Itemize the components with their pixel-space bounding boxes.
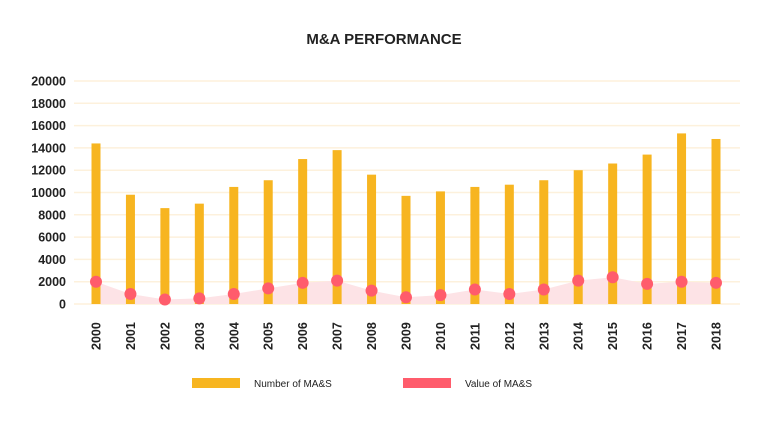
- x-tick-label: 2008: [365, 322, 379, 350]
- x-tick-label: 2018: [710, 322, 724, 350]
- legend-label-number: Number of MA&S: [254, 379, 332, 390]
- x-tick-label: 2015: [606, 322, 620, 350]
- y-tick-label: 20000: [31, 75, 66, 89]
- chart-title: M&A PERFORMANCE: [306, 31, 461, 48]
- y-tick-label: 0: [59, 298, 66, 312]
- x-tick-label: 2001: [124, 322, 138, 350]
- bar-2011: [470, 186, 480, 304]
- x-tick-label: 2004: [227, 322, 241, 350]
- point-2017: [675, 275, 688, 288]
- point-2004: [227, 287, 240, 300]
- point-2006: [296, 276, 309, 289]
- legend: Number of MA&S Value of MA&S: [192, 378, 532, 390]
- x-tick-label: 2012: [503, 322, 517, 350]
- x-tick-label: 2010: [434, 322, 448, 350]
- bar-2015: [608, 163, 618, 304]
- bar-2017: [677, 133, 687, 304]
- x-tick-label: 2009: [400, 322, 414, 350]
- y-tick-label: 14000: [31, 141, 66, 155]
- x-tick-label: 2016: [641, 322, 655, 350]
- bar-2008: [367, 174, 377, 304]
- bar-2002: [160, 208, 170, 304]
- point-2005: [262, 282, 275, 295]
- point-2001: [124, 287, 137, 300]
- bar-2005: [263, 180, 273, 304]
- y-tick-label: 6000: [38, 231, 66, 245]
- bar-2016: [642, 154, 652, 304]
- legend-swatch-number: [192, 378, 240, 388]
- x-tick-label: 2006: [296, 322, 310, 350]
- point-2009: [400, 291, 412, 304]
- bar-2010: [435, 191, 445, 304]
- x-tick-label: 2014: [572, 322, 586, 350]
- y-tick-label: 8000: [38, 208, 66, 222]
- x-tick-label: 2017: [675, 322, 689, 350]
- y-tick-label: 10000: [31, 186, 66, 200]
- point-2003: [193, 292, 206, 305]
- bar-2018: [711, 138, 721, 304]
- x-tick-label: 2011: [468, 323, 482, 350]
- bar-2007: [332, 150, 342, 304]
- point-2007: [331, 274, 344, 287]
- point-2002: [158, 293, 171, 306]
- bar-2000: [91, 143, 101, 304]
- x-tick-label: 2000: [90, 322, 104, 350]
- x-tick-label: 2007: [331, 322, 345, 350]
- x-tick-label: 2003: [193, 322, 207, 350]
- bar-2012: [504, 184, 514, 304]
- bar-2001: [125, 194, 135, 304]
- point-2012: [503, 287, 516, 300]
- y-tick-label: 18000: [31, 97, 66, 111]
- y-tick-label: 2000: [38, 275, 66, 289]
- legend-swatch-value: [403, 378, 451, 388]
- bar-2003: [194, 203, 204, 304]
- point-2010: [434, 289, 447, 302]
- bar-2014: [573, 170, 583, 304]
- bar-2009: [401, 195, 411, 304]
- y-tick-label: 12000: [31, 164, 66, 178]
- x-tick-label: 2005: [262, 322, 276, 350]
- bar-2006: [298, 159, 308, 304]
- point-2015: [606, 271, 619, 284]
- y-tick-label: 16000: [31, 119, 66, 133]
- value-area: [96, 277, 716, 304]
- point-2014: [572, 274, 585, 287]
- bar-2004: [229, 186, 239, 304]
- point-2013: [537, 283, 550, 296]
- bar-2013: [539, 180, 549, 304]
- x-tick-label: 2013: [537, 322, 551, 350]
- point-2011: [468, 283, 481, 296]
- point-2016: [641, 277, 654, 290]
- point-2018: [710, 276, 722, 289]
- point-2000: [90, 275, 102, 288]
- point-2008: [365, 284, 378, 297]
- y-tick-label: 4000: [38, 253, 66, 267]
- legend-label-value: Value of MA&S: [465, 379, 532, 390]
- x-tick-label: 2002: [158, 322, 172, 350]
